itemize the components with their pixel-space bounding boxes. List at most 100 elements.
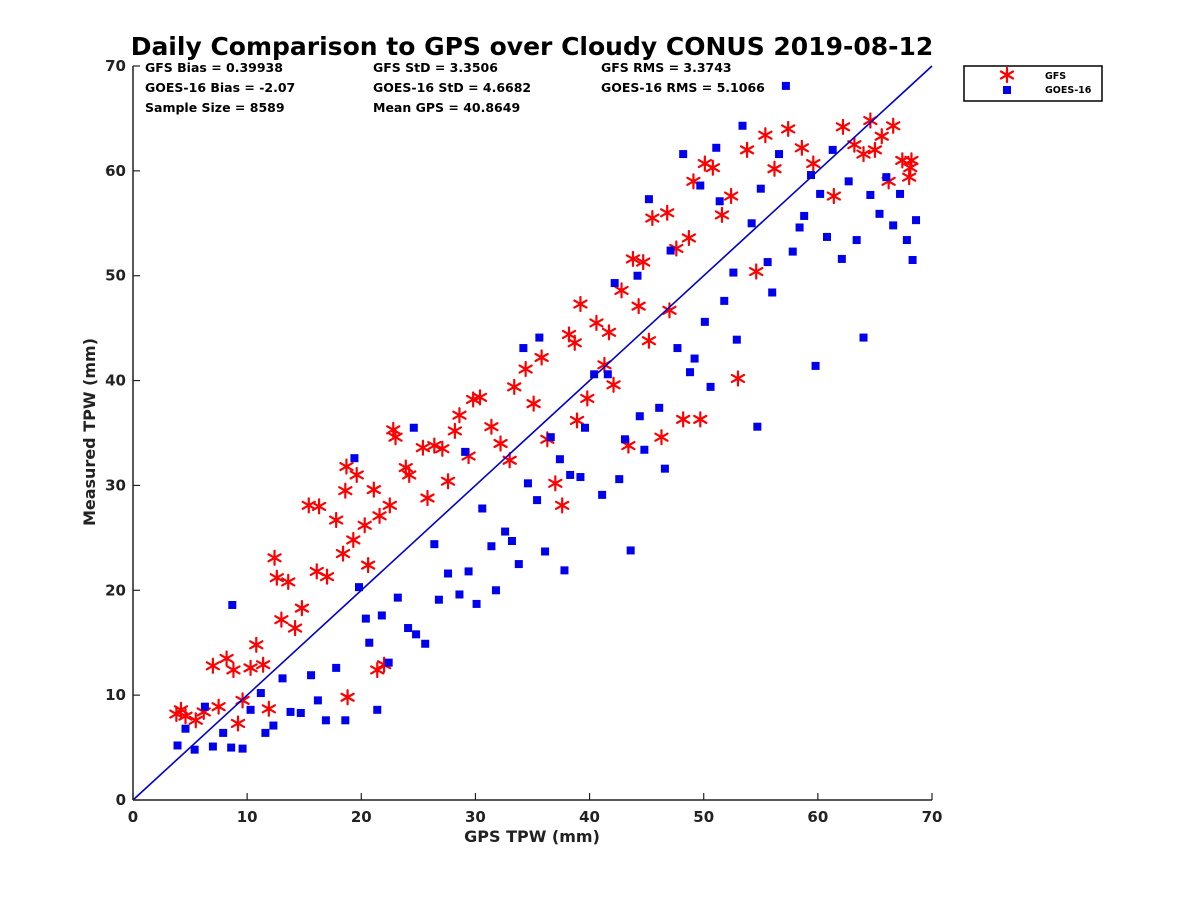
- stat-goes-bias: GOES-16 Bias = -2.07: [145, 80, 295, 95]
- gfs-point: [502, 452, 517, 469]
- gfs-point: [856, 145, 871, 163]
- goes16-point: [828, 145, 837, 154]
- goes16-point: [581, 423, 590, 432]
- gfs-point: [714, 206, 730, 223]
- stat-gfs-rms: GFS RMS = 3.3743: [601, 60, 732, 75]
- gfs-point: [319, 568, 335, 585]
- gfs-point: [781, 120, 796, 138]
- goes16-point: [455, 590, 464, 599]
- goes16-point: [807, 171, 816, 180]
- x-tick-label: 40: [579, 808, 600, 826]
- goes16-point: [756, 184, 765, 193]
- gfs-point: [472, 389, 488, 406]
- goes16-point: [412, 630, 421, 639]
- x-tick-label: 20: [351, 808, 372, 826]
- goes16-point: [598, 490, 607, 499]
- gfs-point: [420, 489, 435, 507]
- goes16-point: [795, 223, 804, 232]
- goes16-point: [610, 279, 619, 288]
- gfs-point: [625, 250, 641, 268]
- gfs-point: [654, 429, 669, 446]
- gfs-point: [386, 421, 401, 438]
- goes16-point: [533, 496, 542, 505]
- goes16-point: [200, 702, 209, 711]
- goes16-point: [660, 464, 669, 473]
- goes16-point: [365, 638, 374, 647]
- goes16-point: [393, 593, 402, 602]
- goes16-point: [409, 423, 418, 432]
- goes16-point: [715, 197, 724, 206]
- goes16-point: [332, 663, 341, 672]
- gfs-point: [219, 650, 234, 667]
- goes16-point: [626, 546, 635, 555]
- goes16-point: [620, 435, 629, 444]
- gfs-point: [641, 332, 657, 349]
- gfs-point: [440, 473, 456, 490]
- gfs-point: [382, 497, 397, 514]
- goes16-point: [679, 150, 688, 159]
- y-tick-label: 40: [105, 372, 126, 390]
- goes16-point: [875, 209, 884, 218]
- gfs-point: [311, 498, 327, 515]
- gfs-point: [518, 360, 533, 378]
- stat-goes-std: GOES-16 StD = 4.6682: [373, 80, 531, 95]
- gfs-point: [255, 656, 271, 673]
- goes16-point: [603, 370, 612, 379]
- goes16-point: [882, 173, 891, 182]
- gfs-point: [415, 439, 431, 456]
- goes16-point: [491, 586, 500, 595]
- goes16-point: [238, 744, 247, 753]
- goes16-point: [227, 743, 236, 752]
- goes16-point: [738, 121, 747, 130]
- goes16-point: [781, 81, 790, 90]
- y-tick-label: 50: [105, 267, 126, 285]
- goes16-point: [377, 611, 386, 620]
- gfs-point: [178, 708, 193, 725]
- one-to-one-line: [132, 65, 933, 801]
- goes16-point: [673, 344, 682, 353]
- gfs-point: [903, 159, 918, 176]
- gfs-point: [243, 659, 258, 676]
- goes16-point: [844, 177, 853, 186]
- goes16-point: [729, 268, 738, 277]
- goes16-point: [519, 344, 528, 353]
- goes16-point: [313, 696, 322, 705]
- goes16-point: [487, 542, 496, 551]
- legend-gfs-label: GFS: [1045, 71, 1066, 82]
- goes16-point: [341, 716, 350, 725]
- goes16-point: [514, 560, 523, 569]
- gfs-point: [567, 334, 582, 351]
- y-tick-label: 60: [105, 162, 126, 180]
- gfs-point: [874, 128, 889, 145]
- gfs-point: [749, 263, 764, 280]
- goes16-point: [535, 333, 544, 342]
- gfs-point: [346, 531, 361, 549]
- goes16-point: [350, 454, 359, 463]
- goes16-point: [307, 671, 316, 680]
- goes16-point: [523, 479, 532, 488]
- goes16-point: [615, 475, 624, 484]
- gfs-point: [826, 187, 841, 205]
- gfs-point: [249, 636, 264, 653]
- gfs-point: [211, 698, 226, 715]
- legend: GFS GOES-16: [963, 65, 1103, 102]
- goes16-point: [696, 181, 705, 190]
- gfs-point: [697, 155, 713, 172]
- stat-mean-gps: Mean GPS = 40.8649: [373, 100, 520, 115]
- x-axis-label: GPS TPW (mm): [464, 827, 600, 846]
- gfs-point: [205, 657, 221, 674]
- goes16-point: [775, 150, 784, 159]
- gfs-point: [555, 497, 570, 514]
- gfs-point: [730, 370, 746, 387]
- goes16-point: [655, 403, 664, 412]
- goes16-point: [461, 447, 470, 456]
- gfs-point: [188, 712, 203, 729]
- goes16-point: [434, 595, 443, 604]
- goes16-point: [261, 728, 270, 737]
- y-tick-label: 70: [105, 57, 126, 75]
- gfs-point: [614, 282, 629, 299]
- gfs-point: [274, 611, 289, 628]
- gfs-point: [360, 557, 376, 574]
- goes16-point: [190, 745, 199, 754]
- plot-points: [169, 81, 921, 754]
